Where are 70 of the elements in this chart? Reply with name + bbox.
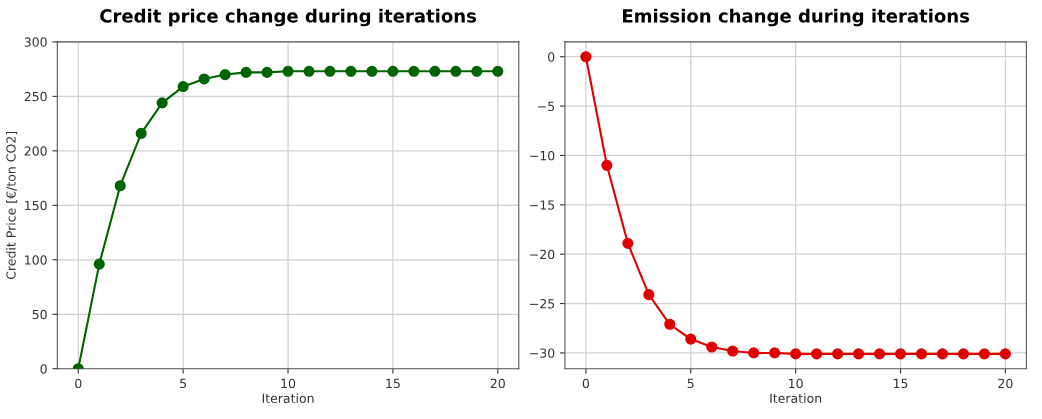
y-tick-label: 50 xyxy=(32,309,47,320)
y-tick-label: 300 xyxy=(24,37,47,47)
point xyxy=(748,347,760,359)
y-tick-label: 0 xyxy=(548,52,555,62)
point xyxy=(978,348,990,360)
point xyxy=(936,348,949,360)
point xyxy=(471,65,483,77)
y-tick-label: −25 xyxy=(530,299,555,309)
x-tick-label: 20 xyxy=(998,378,1013,389)
point xyxy=(408,65,420,77)
y-tick-label: −5 xyxy=(538,101,555,112)
point xyxy=(580,51,592,63)
point xyxy=(664,318,676,330)
point xyxy=(219,69,231,81)
x-axis-title: Iteration xyxy=(770,393,822,403)
point xyxy=(114,180,126,192)
point xyxy=(240,66,252,78)
point xyxy=(93,258,105,270)
point xyxy=(198,73,210,85)
point xyxy=(915,348,928,360)
y-tick-label: −20 xyxy=(530,249,555,260)
point xyxy=(873,348,886,360)
point xyxy=(492,65,504,77)
y-tick-label: 200 xyxy=(24,146,47,156)
y-tick-label: −30 xyxy=(530,348,555,358)
point xyxy=(643,289,655,301)
y-tick-label: 150 xyxy=(25,200,47,211)
point xyxy=(957,348,970,360)
point xyxy=(156,97,168,109)
y-tick-label: 100 xyxy=(25,255,47,265)
chart-title: Credit price change during iterations xyxy=(100,8,477,27)
point xyxy=(387,65,399,77)
point xyxy=(135,127,147,139)
y-tick-label: 250 xyxy=(24,91,47,102)
point xyxy=(261,66,273,78)
x-tick-label: 0 xyxy=(582,378,590,389)
x-tick-label: 0 xyxy=(75,378,82,389)
point xyxy=(853,348,865,360)
point xyxy=(177,81,189,93)
x-tick-label: 10 xyxy=(789,378,803,389)
y-tick-label: −15 xyxy=(530,200,555,210)
point xyxy=(303,65,315,77)
point xyxy=(601,159,613,171)
y-tick-label: −10 xyxy=(530,150,555,161)
point xyxy=(345,65,357,77)
point xyxy=(366,65,378,77)
point xyxy=(706,341,718,353)
point xyxy=(727,345,739,357)
y-axis-title: Credit Price [€/ton CO2] xyxy=(6,131,18,280)
x-tick-label: 15 xyxy=(386,378,400,389)
point xyxy=(622,237,634,249)
x-tick-label: 5 xyxy=(687,378,694,389)
point xyxy=(450,65,462,77)
x-tick-label: 15 xyxy=(893,378,908,389)
point xyxy=(894,348,907,360)
point xyxy=(282,65,294,77)
point xyxy=(769,347,781,359)
point xyxy=(324,65,336,77)
point xyxy=(811,348,823,360)
point xyxy=(832,348,844,360)
x-tick-label: 5 xyxy=(180,378,187,389)
point xyxy=(790,348,802,360)
y-tick-label: 0 xyxy=(40,364,47,374)
x-tick-label: 10 xyxy=(281,378,296,389)
x-axis-title: Iteration xyxy=(262,393,314,403)
point xyxy=(999,348,1011,360)
point xyxy=(429,65,441,77)
point xyxy=(685,333,697,345)
x-tick-label: 20 xyxy=(490,378,505,389)
chart-title: Emission change during iterations xyxy=(623,8,970,27)
